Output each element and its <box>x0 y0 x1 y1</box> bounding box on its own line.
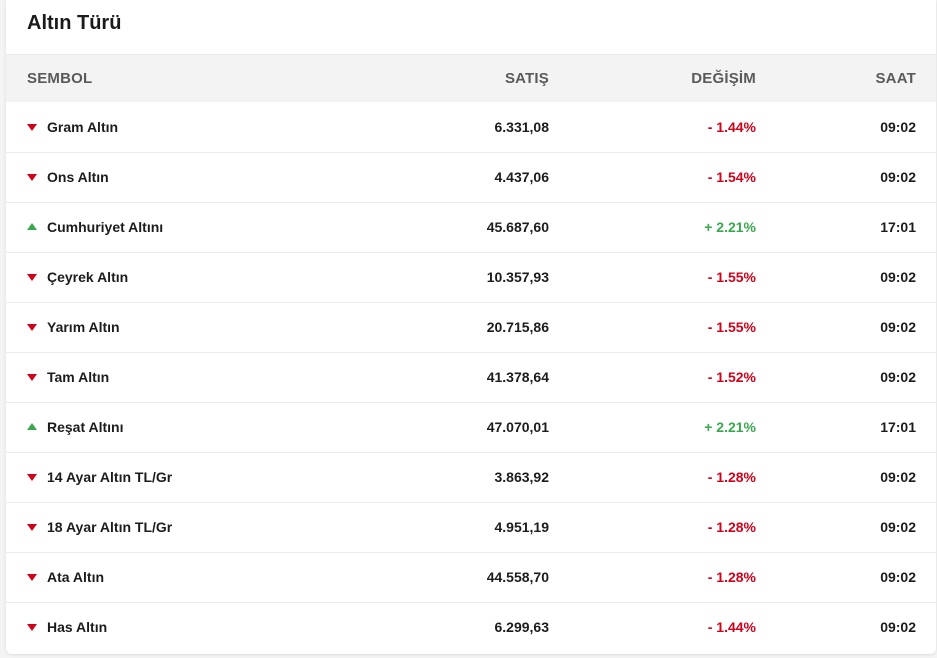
arrow-up-icon <box>27 223 37 230</box>
gold-type-name[interactable]: Tam Altın <box>47 369 110 385</box>
change-percent: + 2.21% <box>704 219 756 235</box>
table-body: Gram Altın 6.331,08 - 1.44% 09:02 Ons Al… <box>6 103 936 653</box>
update-time: 09:02 <box>880 619 916 635</box>
update-time: 09:02 <box>880 469 916 485</box>
gold-type-name[interactable]: 18 Ayar Altın TL/Gr <box>47 519 173 535</box>
change-percent: - 1.55% <box>707 319 756 335</box>
update-time: 09:02 <box>880 169 916 185</box>
arrow-down-icon <box>27 174 37 181</box>
column-header-time[interactable]: SAAT <box>875 70 916 87</box>
change-percent: - 1.44% <box>707 119 756 135</box>
column-header-sale[interactable]: SATIŞ <box>504 70 549 87</box>
change-percent: + 2.21% <box>704 419 756 435</box>
sale-price: 3.863,92 <box>494 469 550 485</box>
sale-price: 47.070,01 <box>486 419 549 435</box>
update-time: 17:01 <box>880 419 916 435</box>
update-time: 09:02 <box>880 269 916 285</box>
change-percent: - 1.54% <box>707 169 756 185</box>
change-percent: - 1.28% <box>707 519 756 535</box>
sale-price: 4.437,06 <box>494 169 550 185</box>
change-percent: - 1.44% <box>707 619 756 635</box>
table-row[interactable]: Ons Altın 4.437,06 - 1.54% 09:02 <box>6 153 936 203</box>
gold-type-name[interactable]: Cumhuriyet Altını <box>47 219 164 235</box>
update-time: 17:01 <box>880 219 916 235</box>
sale-price: 41.378,64 <box>486 369 549 385</box>
update-time: 09:02 <box>880 519 916 535</box>
table-row[interactable]: Gram Altın 6.331,08 - 1.44% 09:02 <box>6 103 936 153</box>
table-row[interactable]: Yarım Altın 20.715,86 - 1.55% 09:02 <box>6 303 936 353</box>
table-row[interactable]: 18 Ayar Altın TL/Gr 4.951,19 - 1.28% 09:… <box>6 503 936 553</box>
sale-price: 6.299,63 <box>494 619 550 635</box>
change-percent: - 1.52% <box>707 369 756 385</box>
change-percent: - 1.28% <box>707 469 756 485</box>
table-row[interactable]: Tam Altın 41.378,64 - 1.52% 09:02 <box>6 353 936 403</box>
table-row[interactable]: Ata Altın 44.558,70 - 1.28% 09:02 <box>6 553 936 603</box>
column-header-change[interactable]: DEĞİŞİM <box>691 70 756 87</box>
gold-type-name[interactable]: Gram Altın <box>47 119 119 135</box>
gold-prices-card: Altın Türü SEMBOL SATIŞ DEĞİŞİM SAAT Gra… <box>6 0 936 654</box>
gold-type-name[interactable]: Has Altın <box>47 619 108 635</box>
gold-type-name[interactable]: Çeyrek Altın <box>47 269 129 285</box>
table-row[interactable]: Has Altın 6.299,63 - 1.44% 09:02 <box>6 603 936 653</box>
sale-price: 20.715,86 <box>486 319 549 335</box>
table-row[interactable]: Çeyrek Altın 10.357,93 - 1.55% 09:02 <box>6 253 936 303</box>
table-header: SEMBOL SATIŞ DEĞİŞİM SAAT <box>6 54 936 102</box>
sale-price: 6.331,08 <box>494 119 550 135</box>
update-time: 09:02 <box>880 569 916 585</box>
arrow-down-icon <box>27 524 37 531</box>
table-row[interactable]: Reşat Altını 47.070,01 + 2.21% 17:01 <box>6 403 936 453</box>
gold-type-name[interactable]: Ons Altın <box>47 169 109 185</box>
arrow-up-icon <box>27 423 37 430</box>
sale-price: 10.357,93 <box>486 269 549 285</box>
arrow-down-icon <box>27 574 37 581</box>
gold-type-name[interactable]: Reşat Altını <box>47 419 124 435</box>
gold-type-name[interactable]: Ata Altın <box>47 569 105 585</box>
arrow-down-icon <box>27 324 37 331</box>
sale-price: 4.951,19 <box>494 519 550 535</box>
arrow-down-icon <box>27 474 37 481</box>
arrow-down-icon <box>27 124 37 131</box>
sale-price: 44.558,70 <box>486 569 549 585</box>
table-row[interactable]: Cumhuriyet Altını 45.687,60 + 2.21% 17:0… <box>6 203 936 253</box>
update-time: 09:02 <box>880 319 916 335</box>
gold-type-name[interactable]: Yarım Altın <box>47 319 120 335</box>
update-time: 09:02 <box>880 119 916 135</box>
arrow-down-icon <box>27 274 37 281</box>
sale-price: 45.687,60 <box>486 219 549 235</box>
card-title: Altın Türü <box>27 12 122 34</box>
arrow-down-icon <box>27 624 37 631</box>
table-row[interactable]: 14 Ayar Altın TL/Gr 3.863,92 - 1.28% 09:… <box>6 453 936 503</box>
update-time: 09:02 <box>880 369 916 385</box>
gold-type-name[interactable]: 14 Ayar Altın TL/Gr <box>47 469 173 485</box>
arrow-down-icon <box>27 374 37 381</box>
change-percent: - 1.28% <box>707 569 756 585</box>
column-header-symbol[interactable]: SEMBOL <box>27 70 93 87</box>
change-percent: - 1.55% <box>707 269 756 285</box>
